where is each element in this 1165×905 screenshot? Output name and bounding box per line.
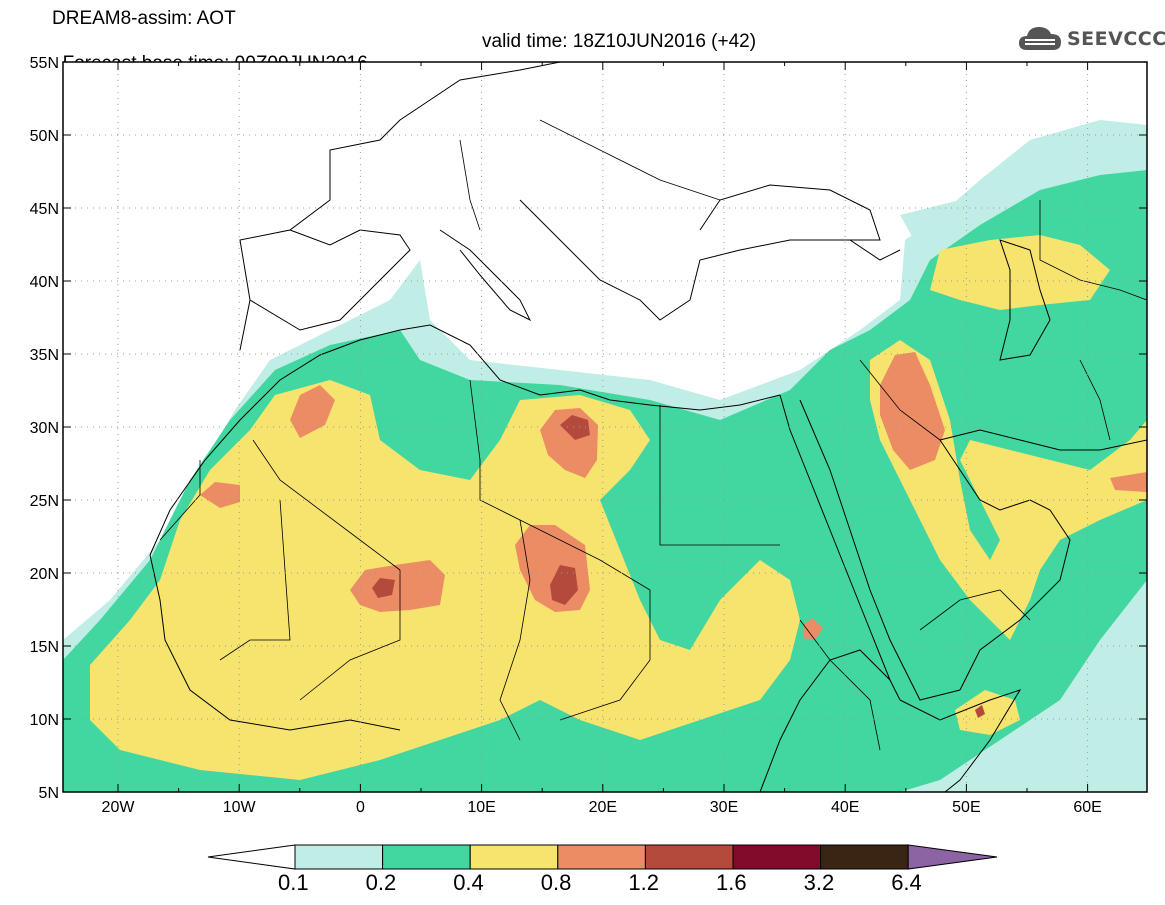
aot-band-0.4-sahara [90,380,800,780]
lon-label: 50E [952,799,980,816]
colorbar-max-arrow [907,844,998,870]
cloud-icon [1019,27,1061,50]
border-2 [252,439,401,571]
lon-label: 20E [589,799,617,816]
aot-band-0.8-morocco [290,385,335,438]
colorbar-label: 0.2 [365,870,397,895]
coast-red-sea [779,394,901,701]
lat-label: 40N [30,274,59,291]
colorbar-swatch [469,844,559,870]
aot-band-0.8-ethiopia [803,618,823,640]
colorbar-label: 1.6 [716,870,747,895]
border-12 [1079,359,1111,441]
coast-africa-north [149,324,781,556]
lon-label: 30E [710,799,738,816]
border-13 [799,619,881,751]
axis-ticks [63,61,1147,793]
coast-africa-west [149,554,401,731]
lon-label: 20W [102,799,136,816]
colorbar-swatch [382,844,471,870]
lat-labels: 55N 50N 45N 40N 35N 30N 25N 20N 15N 10N 5N [30,55,59,802]
coast-italy [439,229,532,322]
border-7 [299,570,401,701]
lat-label: 45N [30,201,59,218]
logo-text: SEEVCCC [1067,28,1165,50]
colorbar-label: 3.2 [803,870,835,895]
aot-band-0.8-westsahara [200,482,240,508]
lat-label: 15N [30,639,59,656]
colorbar-swatch [732,844,822,870]
border-9 [859,359,941,441]
lat-label: 5N [39,785,59,802]
aot-field [63,62,1147,792]
lon-label: 10W [223,799,257,816]
seevccc-logo: SEEVCCC [1017,22,1165,56]
colorbar-label: 0.1 [278,870,309,895]
colorbar-label: 1.2 [628,870,659,895]
lat-label: 25N [30,493,59,510]
lat-label: 10N [30,712,59,729]
colorbar [207,844,998,870]
lon-label: 10E [467,799,495,816]
border-1 [159,460,201,541]
coast-europe [239,62,561,351]
coast-balkans [519,199,901,321]
colorbar-swatch [294,844,384,870]
colorbar-swatch [820,844,909,870]
aot-band-0.8-algeria [350,560,445,612]
colorbar-label: 6.4 [891,870,922,895]
aot-band-0.4-horn [955,690,1020,735]
border-11 [919,589,1031,631]
lon-label: 0 [356,799,365,816]
borders [159,119,1147,751]
lon-label: 40E [831,799,859,816]
coast-iberia [249,229,411,331]
coast-caspian [999,239,1051,361]
border-3 [219,499,291,661]
coast-gulf [939,439,1071,691]
coast-horn-inland [759,649,891,792]
graticule [63,62,1147,792]
lat-label: 50N [30,128,59,145]
aot-band-1.2-somalia [975,705,985,718]
lat-label: 20N [30,566,59,583]
aot-band-0.8-iran [1110,472,1147,492]
colorbar-min-arrow [207,844,296,870]
border-10 [1039,200,1147,301]
map-title: DREAM8-assim: AOT [52,8,236,29]
colorbar-swatch [644,844,734,870]
coast-horn [899,689,1022,792]
border-14 [539,119,721,201]
colorbar-label: 0.4 [453,870,484,895]
aot-band-0.4-caspian [930,235,1110,310]
border-6 [559,590,651,721]
colorbar-label: 0.8 [540,870,572,895]
lat-label: 35N [30,347,59,364]
lat-label: 55N [30,55,59,72]
aot-band-0.8-iraq [880,352,945,470]
border-5 [659,405,780,546]
border-8 [499,519,531,741]
lon-label: 60E [1073,799,1101,816]
valid-time: valid time: 18Z10JUN2016 (+42) [482,31,757,52]
aot-band-1.2-chad [550,565,578,605]
aot-band-1.2-libya [560,415,590,440]
lat-label: 30N [30,420,59,437]
lon-labels: 20W 10W 0 10E 20E 30E 40E 50E 60E [102,799,1102,816]
coast-arabia-west [799,399,961,701]
coastlines [149,62,1147,792]
coast-persia [939,429,1147,451]
border-4 [469,379,651,591]
border-15 [459,139,481,231]
colorbar-swatch [557,844,646,870]
aot-band-1.2-algeria [372,578,395,598]
